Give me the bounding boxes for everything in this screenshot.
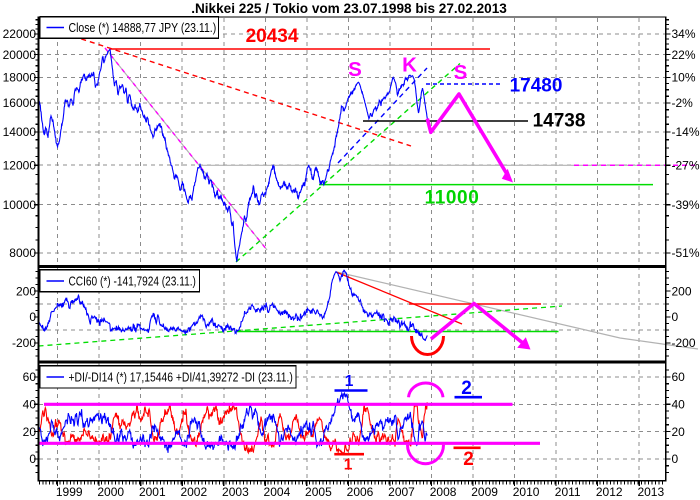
svg-text:14000: 14000 (3, 125, 37, 139)
svg-text:200: 200 (672, 284, 692, 298)
svg-text:40: 40 (672, 398, 686, 412)
svg-text:2: 2 (461, 378, 472, 399)
svg-text:8000: 8000 (9, 246, 36, 260)
svg-text:-2%: -2% (672, 96, 694, 110)
svg-text:-200: -200 (672, 336, 696, 350)
svg-text:2006: 2006 (347, 485, 374, 499)
svg-text:Close (*) 14888,77 JPY (23.11.: Close (*) 14888,77 JPY (23.11.) (69, 22, 217, 35)
svg-text:2010: 2010 (513, 485, 540, 499)
svg-text:+DI/-DI14 (*) 17,15446 +DI/41,: +DI/-DI14 (*) 17,15446 +DI/41,39272 -DI … (69, 372, 294, 385)
svg-text:1999: 1999 (56, 485, 83, 499)
svg-text:20434: 20434 (246, 26, 299, 47)
svg-text:2000: 2000 (97, 485, 124, 499)
svg-text:16000: 16000 (3, 96, 37, 110)
svg-text:10000: 10000 (3, 198, 37, 212)
svg-text:S: S (454, 61, 468, 84)
svg-text:2013: 2013 (637, 485, 664, 499)
svg-text:34%: 34% (672, 27, 696, 41)
svg-text:20: 20 (23, 425, 37, 439)
svg-text:-27%: -27% (672, 158, 700, 172)
svg-text:1: 1 (345, 373, 354, 390)
svg-text:14738: 14738 (533, 111, 586, 132)
svg-text:S: S (348, 58, 362, 81)
svg-text:60: 60 (23, 370, 37, 384)
svg-text:20: 20 (672, 425, 686, 439)
svg-text:-200: -200 (12, 336, 36, 350)
svg-text:-39%: -39% (672, 198, 700, 212)
svg-text:1: 1 (344, 457, 353, 474)
svg-text:22%: 22% (672, 48, 696, 62)
svg-text:60: 60 (672, 370, 686, 384)
svg-text:17480: 17480 (510, 76, 563, 97)
svg-text:0: 0 (29, 310, 36, 324)
svg-text:-51%: -51% (672, 246, 700, 260)
svg-text:K: K (402, 54, 417, 77)
svg-text:2007: 2007 (388, 485, 415, 499)
svg-text:0: 0 (29, 452, 36, 466)
svg-text:0: 0 (672, 310, 679, 324)
svg-text:.Nikkei 225 / Tokio vom 23.07.: .Nikkei 225 / Tokio vom 23.07.1998 bis 2… (191, 1, 507, 16)
svg-text:10%: 10% (672, 71, 696, 85)
svg-text:2011: 2011 (555, 485, 581, 499)
svg-text:40: 40 (23, 398, 37, 412)
svg-text:2009: 2009 (471, 485, 498, 499)
svg-text:2001: 2001 (139, 485, 166, 499)
svg-text:20000: 20000 (3, 48, 37, 62)
svg-text:200: 200 (16, 284, 36, 298)
svg-text:-14%: -14% (672, 125, 700, 139)
svg-text:22000: 22000 (3, 27, 37, 41)
svg-text:2005: 2005 (305, 485, 332, 499)
svg-text:CCI60 (*) -141,7924 (23.11.): CCI60 (*) -141,7924 (23.11.) (69, 276, 197, 289)
svg-text:2012: 2012 (596, 485, 623, 499)
svg-text:11000: 11000 (425, 187, 480, 208)
svg-text:2008: 2008 (430, 485, 457, 499)
svg-text:2003: 2003 (222, 485, 249, 499)
svg-text:2002: 2002 (180, 485, 207, 499)
svg-text:2: 2 (463, 449, 474, 470)
svg-text:12000: 12000 (3, 158, 37, 172)
svg-text:2004: 2004 (264, 485, 291, 499)
svg-text:0: 0 (672, 452, 679, 466)
svg-text:18000: 18000 (3, 71, 37, 85)
